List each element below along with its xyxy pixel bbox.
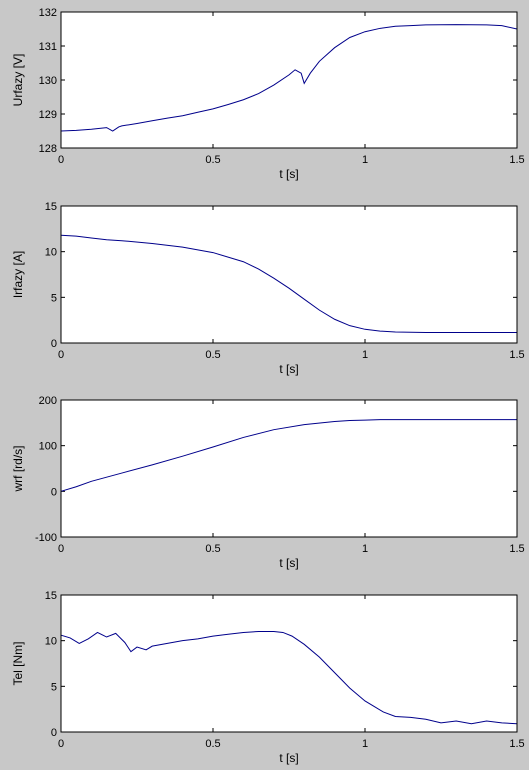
y-tick-label: 0 bbox=[51, 486, 57, 498]
plot-frame bbox=[60, 11, 518, 149]
y-tick-label: 5 bbox=[51, 292, 57, 304]
y-tick-label: 130 bbox=[39, 75, 57, 87]
x-tick-label: 1 bbox=[362, 543, 368, 555]
x-axis-label: t [s] bbox=[279, 167, 298, 181]
chart-2: 0 0.5 1 1.5 0 5 10 15 t [s] Irfazy [A] bbox=[11, 201, 525, 376]
x-tick-label: 1.5 bbox=[509, 154, 524, 166]
y-tick-label: 131 bbox=[39, 41, 57, 53]
x-tick-label: 0.5 bbox=[205, 349, 220, 361]
x-tick-label: 1 bbox=[362, 349, 368, 361]
plot-area bbox=[61, 400, 517, 537]
series-line bbox=[60, 234, 517, 333]
x-tick-label: 0 bbox=[58, 349, 64, 361]
x-tick-label: 1 bbox=[362, 738, 368, 750]
plot-area bbox=[61, 595, 517, 732]
series-line bbox=[60, 24, 518, 132]
y-tick-label: 100 bbox=[39, 441, 57, 453]
x-axis-label: t [s] bbox=[279, 362, 298, 376]
y-tick-label: 200 bbox=[39, 395, 57, 407]
x-tick-label: 1 bbox=[362, 154, 368, 166]
x-tick-label: 0.5 bbox=[205, 738, 220, 750]
y-axis-label: wrf [rd/s] bbox=[11, 445, 25, 492]
x-tick-label: 1.5 bbox=[509, 738, 524, 750]
x-tick-label: 1.5 bbox=[509, 349, 524, 361]
series-line bbox=[60, 631, 518, 725]
plot-frame bbox=[60, 205, 518, 344]
y-tick-label: 15 bbox=[45, 201, 57, 213]
x-tick-label: 0 bbox=[58, 543, 64, 555]
x-tick-label: 0.5 bbox=[205, 543, 220, 555]
plot-frame bbox=[60, 594, 518, 733]
x-tick-label: 0 bbox=[58, 154, 64, 166]
y-tick-label: 132 bbox=[39, 7, 57, 19]
y-axis-label: Tel [Nm] bbox=[11, 641, 25, 685]
x-axis-label: t [s] bbox=[279, 556, 298, 570]
y-tick-label: 15 bbox=[45, 590, 57, 602]
series-line bbox=[60, 419, 517, 492]
y-tick-label: 10 bbox=[45, 636, 57, 648]
y-tick-label: 0 bbox=[51, 338, 57, 350]
x-tick-label: 1.5 bbox=[509, 543, 524, 555]
x-tick-label: 0.5 bbox=[205, 154, 220, 166]
y-tick-label: 5 bbox=[51, 681, 57, 693]
plot-frame bbox=[60, 399, 518, 538]
x-tick-label: 0 bbox=[58, 738, 64, 750]
y-tick-label: 0 bbox=[51, 727, 57, 739]
chart-1: 0 0.5 1 1.5 128 129 130 131 132 t [s] Urfazy [V] bbox=[11, 7, 525, 181]
y-tick-label: 129 bbox=[39, 109, 57, 121]
plot-area bbox=[61, 206, 517, 343]
y-axis-label: Urfazy [V] bbox=[11, 54, 25, 107]
y-tick-label: -100 bbox=[35, 532, 57, 544]
chart-4: 0 0.5 1 1.5 0 5 10 15 t [s] Tel [Nm] bbox=[11, 590, 525, 765]
y-tick-label: 10 bbox=[45, 247, 57, 259]
x-axis-label: t [s] bbox=[279, 751, 298, 765]
y-tick-label: 128 bbox=[39, 143, 57, 155]
y-axis-label: Irfazy [A] bbox=[11, 251, 25, 298]
plot-area bbox=[61, 12, 517, 148]
